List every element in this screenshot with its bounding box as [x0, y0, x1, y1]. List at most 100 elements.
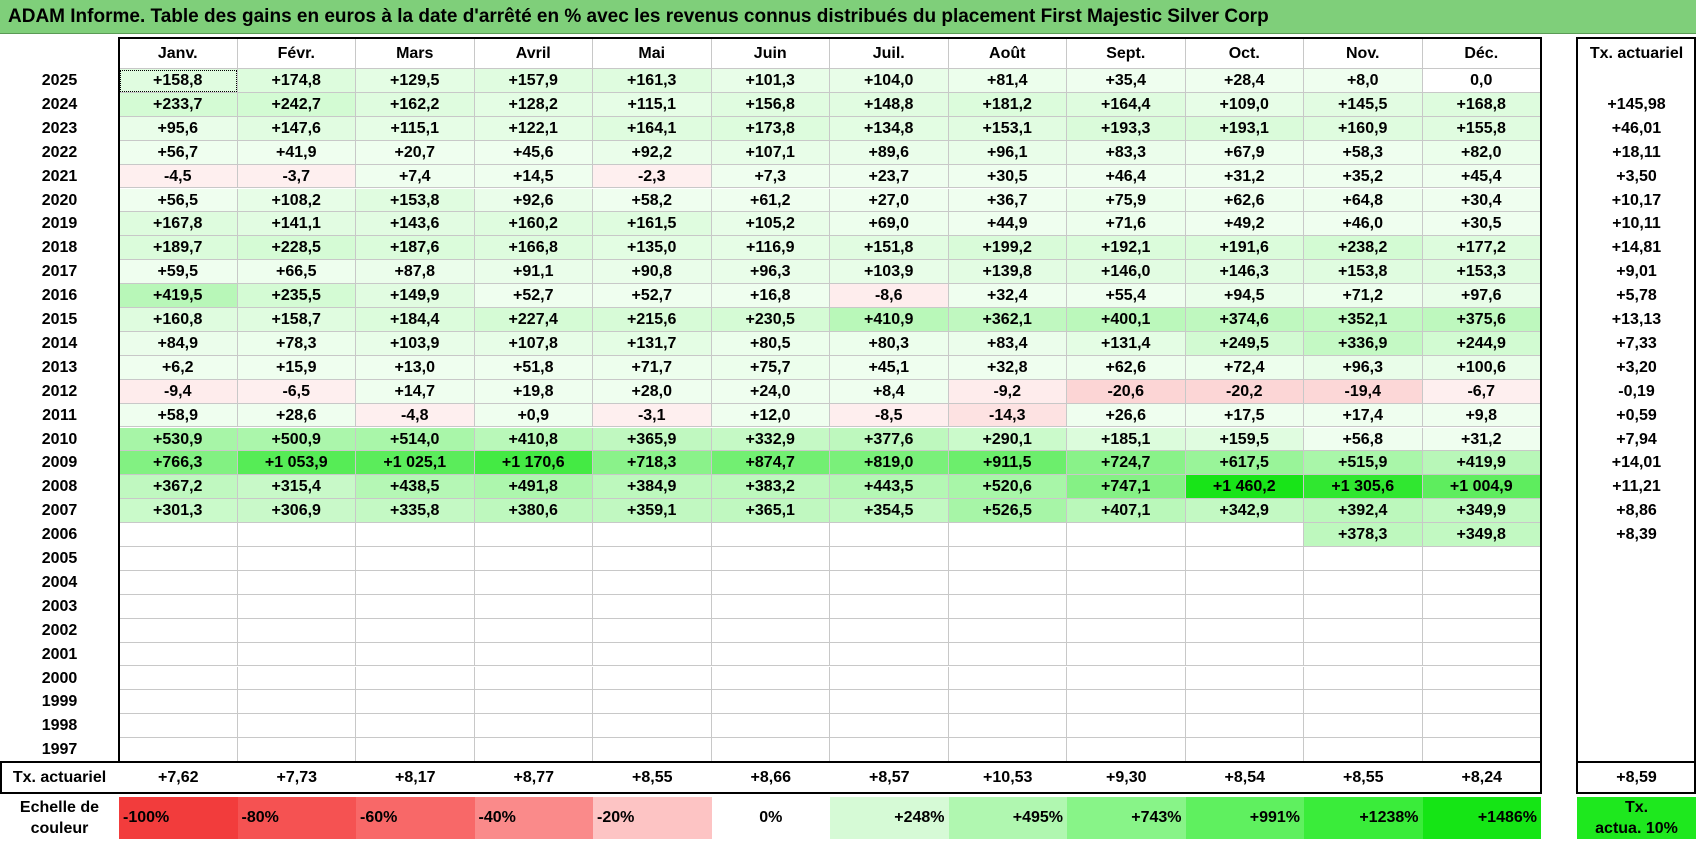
gain-cell: +35,2	[1304, 164, 1423, 189]
gain-cell	[474, 714, 593, 739]
annual-rate-cell: +3,50	[1616, 167, 1657, 185]
gain-cell: +28,6	[237, 403, 356, 428]
gain-cell	[119, 738, 238, 763]
gain-cell	[356, 738, 475, 763]
gain-cell	[119, 714, 238, 739]
gain-cell	[1185, 642, 1304, 667]
gain-cell: +160,2	[474, 212, 593, 237]
gain-cell	[1304, 690, 1423, 715]
annual-rate-cell: +14,81	[1611, 239, 1662, 257]
gain-cell: +146,3	[1185, 260, 1304, 285]
gain-cell: +174,8	[237, 69, 356, 93]
gain-cell: +153,8	[1304, 260, 1423, 285]
gain-cell: +56,7	[119, 140, 238, 165]
annual-rate-cell: +11,21	[1612, 478, 1661, 496]
color-scale-swatch: -60%	[356, 797, 475, 840]
annual-rate-header: Tx. actuariel	[1589, 45, 1684, 62]
annual-rate-cell: +7,33	[1616, 334, 1657, 352]
gain-cell: +14,7	[356, 379, 475, 404]
gain-cell: -2,3	[593, 164, 712, 189]
gain-cell: +227,4	[474, 308, 593, 332]
gain-cell: +67,9	[1185, 140, 1304, 165]
gain-cell: +161,5	[593, 212, 712, 237]
gain-cell	[1067, 547, 1186, 571]
month-header: Janv.	[119, 38, 238, 69]
gain-cell	[1304, 738, 1423, 763]
gain-cell: +438,5	[356, 475, 475, 500]
gain-cell: +139,8	[948, 260, 1067, 285]
gain-cell: +52,7	[593, 284, 712, 308]
report-title: ADAM Informe. Table des gains en euros à…	[0, 0, 1696, 34]
gain-cell: +530,9	[119, 427, 238, 452]
gain-cell	[593, 523, 712, 547]
gain-cell: +46,4	[1067, 164, 1186, 189]
gain-cell	[830, 690, 949, 715]
gain-cell	[119, 618, 238, 643]
gain-cell: +62,6	[1067, 355, 1186, 380]
gain-cell: +184,4	[356, 308, 475, 332]
gain-cell: +101,3	[711, 69, 830, 93]
gain-cell: +400,1	[1067, 308, 1186, 332]
gain-cell: -9,2	[948, 379, 1067, 404]
gain-cell: +354,5	[830, 499, 949, 524]
annual-rate-cell: +7,94	[1616, 430, 1657, 448]
gain-cell: +75,7	[711, 355, 830, 380]
gain-cell: +187,6	[356, 236, 475, 261]
gain-cell: +71,7	[593, 355, 712, 380]
annual-rate-cell	[1577, 738, 1696, 762]
gain-cell: +181,2	[948, 92, 1067, 117]
annual-rate-cell: +10,11	[1612, 215, 1661, 233]
color-scale-swatch: -100%	[119, 797, 238, 840]
gain-cell: +14,5	[474, 164, 593, 189]
gain-cell	[1185, 547, 1304, 571]
gain-cell	[237, 690, 356, 715]
year-label: 2011	[42, 406, 77, 424]
gain-cell: +89,6	[830, 140, 949, 165]
gain-cell: +35,4	[1067, 69, 1186, 93]
gain-cell: +359,1	[593, 499, 712, 524]
year-label: 2015	[41, 311, 78, 328]
color-scale-swatch: +495%	[948, 797, 1067, 840]
rate-legend-swatch: Tx. actua. 10%	[1577, 797, 1696, 840]
year-label: 2000	[41, 669, 78, 687]
gain-cell: +13,0	[356, 355, 475, 380]
gain-cell	[356, 594, 475, 619]
gain-cell: +374,6	[1185, 308, 1304, 332]
footer-rate-cell: +7,73	[276, 769, 317, 787]
annual-rate-cell	[1577, 547, 1696, 571]
gain-cell	[1304, 594, 1423, 619]
annual-rate-cell: +10,17	[1611, 191, 1662, 209]
gain-cell: +378,3	[1304, 523, 1423, 547]
gain-cell: +0,9	[474, 403, 593, 428]
gain-cell	[1422, 714, 1541, 739]
gain-cell: +92,6	[474, 188, 593, 213]
gain-cell: +135,0	[593, 236, 712, 261]
gain-cell	[1185, 714, 1304, 739]
gain-cell: +153,8	[356, 188, 475, 213]
color-scale-swatch: +1486%	[1422, 797, 1541, 840]
gain-cell	[119, 570, 238, 595]
rate-legend-line2: actua. 10%	[1595, 820, 1678, 838]
gain-cell	[1067, 714, 1186, 739]
gain-cell: -6,7	[1422, 379, 1541, 404]
gain-cell: +141,1	[237, 212, 356, 237]
gain-cell	[948, 714, 1067, 739]
gain-cell: +443,5	[830, 475, 949, 500]
annual-rate-cell	[1577, 595, 1696, 619]
gain-cell: +71,6	[1067, 212, 1186, 237]
gain-cell: +164,1	[593, 116, 712, 141]
gain-cell: +911,5	[948, 451, 1067, 476]
gain-cell: +96,1	[948, 140, 1067, 165]
gain-cell: +71,2	[1304, 284, 1423, 308]
gain-cell	[711, 594, 830, 619]
gain-cell: +158,7	[237, 308, 356, 332]
gain-cell: +12,0	[711, 403, 830, 428]
gain-cell: +19,8	[474, 379, 593, 404]
annual-rate-cell	[1577, 571, 1696, 595]
gain-cell: +362,1	[948, 308, 1067, 332]
gain-cell: +131,7	[593, 331, 712, 356]
annual-rate-cell: -0,19	[1618, 382, 1655, 400]
gain-cell: +41,9	[237, 140, 356, 165]
gain-cell: -20,6	[1067, 379, 1186, 404]
year-label: 2005	[41, 550, 78, 567]
